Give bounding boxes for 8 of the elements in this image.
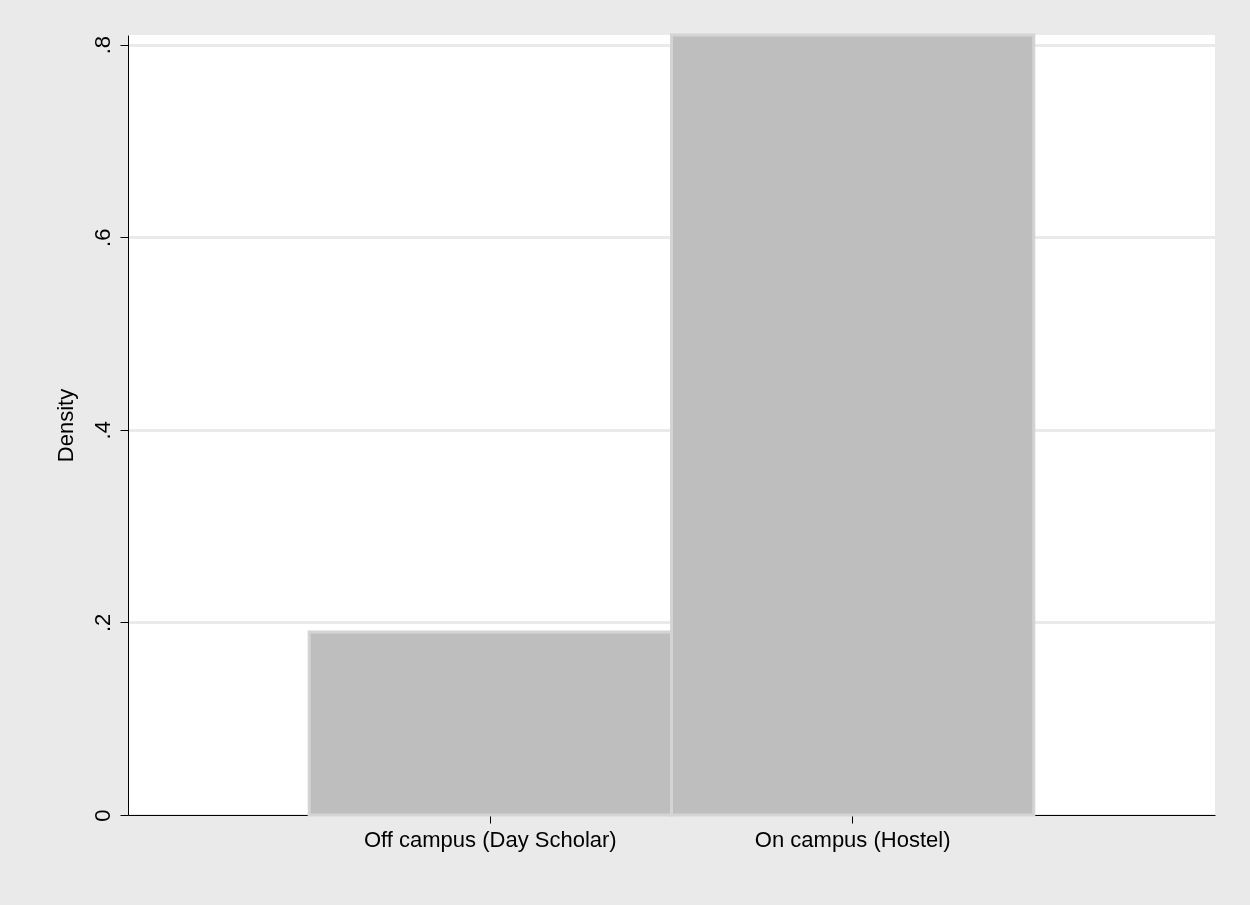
- y-tick-label: .6: [89, 228, 115, 247]
- y-tick-label: .2: [89, 613, 115, 633]
- y-tick-label: 0: [89, 809, 115, 822]
- y-tick-label: .8: [89, 35, 115, 55]
- x-tick-label: Off campus (Day Scholar): [363, 826, 617, 852]
- y-tick-label: .4: [89, 421, 115, 440]
- x-tick-label: On campus (Hostel): [754, 826, 951, 852]
- y-axis-title: Density: [52, 388, 78, 463]
